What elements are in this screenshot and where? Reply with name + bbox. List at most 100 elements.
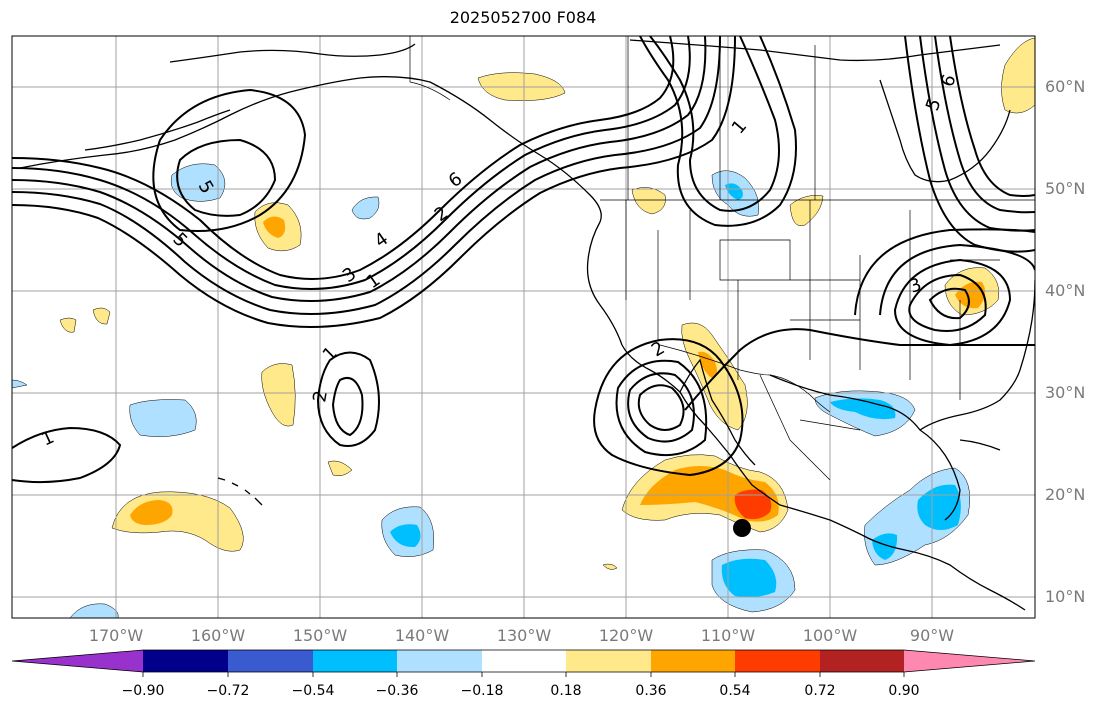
colorbar-tick-label: 0.90	[888, 683, 920, 699]
colorbar-tick-label: 0.54	[719, 683, 751, 699]
jet-contour-4	[12, 36, 721, 315]
us-mexico-border	[659, 344, 831, 413]
east-coast	[1019, 279, 1035, 371]
lon-label: 170°W	[88, 626, 144, 645]
mexico-states	[759, 374, 861, 481]
lon-label: 150°W	[292, 626, 348, 645]
alaska-north	[169, 43, 416, 63]
pos-anomaly-hawaii-south-core	[130, 500, 173, 525]
contour-label: 2	[648, 337, 668, 361]
contour-label: 2	[431, 202, 452, 226]
alaska-canada-border	[409, 36, 451, 101]
colorbar-tick-label: −0.36	[375, 683, 419, 699]
colorbar-bin	[482, 650, 566, 672]
west-pacific-contour	[12, 426, 122, 484]
colorbar-ticks	[142, 672, 905, 677]
lon-label: 140°W	[394, 626, 450, 645]
colorbar-tick-label: −0.90	[121, 683, 165, 699]
contours	[12, 36, 1035, 484]
us-west-coast	[586, 221, 863, 536]
pacific-ridge-inner	[331, 376, 364, 437]
ohio-valley-ring-2	[908, 273, 987, 332]
pos-anomaly-gulf-core	[698, 351, 717, 378]
lat-label: 40°N	[1045, 281, 1086, 300]
colorbar-tick-label: 0.18	[550, 683, 582, 699]
canada-provinces	[627, 36, 816, 200]
jet-contour-3	[12, 36, 707, 302]
canada-trough-2	[639, 36, 797, 227]
lon-label: 120°W	[598, 626, 654, 645]
pos-anomaly-small-2	[92, 307, 111, 325]
contour-label: 4	[371, 228, 392, 252]
central-america-coast	[861, 534, 1026, 611]
contour-label: 1	[363, 269, 384, 293]
lat-label: 30°N	[1045, 383, 1086, 402]
colorbar-tick-label: 0.72	[804, 683, 836, 699]
lon-label: 110°W	[700, 626, 756, 645]
borders	[409, 36, 1035, 481]
colorbar	[11, 649, 1036, 677]
colorbar-low-extend	[12, 650, 143, 672]
baja-california	[679, 358, 756, 466]
baja-low-ring-3	[615, 359, 708, 457]
east-trough-3	[934, 36, 1035, 214]
pos-anomaly-central-pacific	[261, 363, 296, 427]
contour-label: 3	[907, 274, 925, 298]
pos-anomaly-hudson	[1001, 37, 1035, 114]
lat-label: 50°N	[1045, 179, 1086, 198]
neg-anomaly-pacific-south-core	[390, 524, 421, 548]
neg-anomaly-far-west	[12, 379, 28, 389]
colorbar-bin	[143, 650, 228, 672]
aleutian-low-ring-outer	[152, 88, 307, 232]
colorbar-bin	[397, 650, 482, 672]
colorbar-bin	[735, 650, 820, 672]
cuba	[959, 439, 1001, 451]
us-state-lines	[625, 200, 1000, 400]
neg-anomaly-gulf-mexico-core	[830, 398, 896, 420]
map-area: 6 2 4 3 1 5 5 1 2 1 2 1 3 5 6	[12, 36, 1035, 618]
pos-anomaly-small-4	[602, 563, 618, 570]
contour-label: 5	[922, 96, 946, 114]
ohio-valley-ring-1	[928, 287, 970, 320]
hawaii-islands	[217, 477, 263, 506]
colorbar-tick-label: −0.54	[291, 683, 335, 699]
florida	[919, 369, 1021, 431]
jet-contour-5	[12, 36, 736, 328]
pos-anomaly-mexico-core	[734, 489, 772, 520]
colorbar-bin	[228, 650, 313, 672]
east-trough-1	[904, 36, 1035, 253]
colorbar-high-extend	[904, 650, 1035, 672]
canada-trough	[649, 36, 780, 212]
east-trough-4	[949, 36, 1035, 197]
pos-anomaly-plains	[789, 195, 824, 227]
lat-label: 60°N	[1045, 77, 1086, 96]
pos-anomaly-bc	[631, 187, 666, 215]
neg-anomaly-gulf-alaska-small	[351, 196, 380, 220]
pos-anomaly-great-lakes-core	[955, 281, 986, 309]
colorbar-bin	[313, 650, 397, 672]
neg-anomaly-central-america-core-2	[872, 533, 898, 560]
neg-anomaly-pacific-west	[129, 399, 197, 437]
baja-low-ring-1	[637, 384, 685, 431]
jet-contour-1	[12, 36, 675, 280]
map-frame	[11, 35, 1036, 619]
pos-anomaly-small-1	[59, 317, 77, 333]
neg-anomaly-central-america-core	[917, 484, 961, 530]
neg-anomaly-south-edge	[69, 603, 119, 618]
lat-label: 20°N	[1045, 485, 1086, 504]
lon-label: 90°W	[909, 626, 955, 645]
contour-label: 1	[319, 343, 342, 366]
pos-anomaly-small-3	[327, 460, 353, 477]
negative-anomaly-shading	[12, 163, 971, 618]
contour-label: 2	[309, 389, 332, 404]
alaska-coast	[19, 76, 602, 223]
aleutians	[84, 109, 231, 151]
pos-anomaly-hawaii-south	[111, 491, 244, 552]
lon-label: 130°W	[496, 626, 552, 645]
map-title: 2025052700 F084	[449, 8, 597, 27]
colorbar-tick-label: 0.36	[635, 683, 667, 699]
colorbar-tick-label: −0.18	[460, 683, 504, 699]
ohio-valley-ring-4	[879, 243, 1035, 316]
colorbar-bin	[566, 650, 651, 672]
